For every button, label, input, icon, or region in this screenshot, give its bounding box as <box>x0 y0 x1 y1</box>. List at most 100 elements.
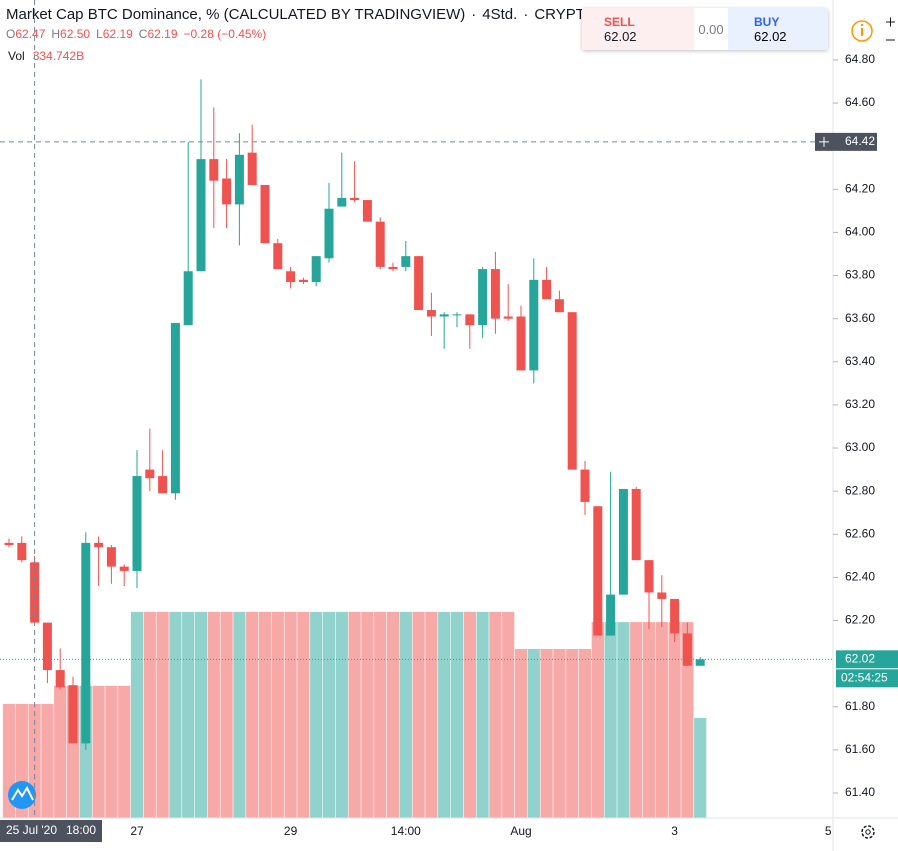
volume-bar <box>386 611 400 818</box>
y-tick-label: 64.00 <box>845 225 875 239</box>
candle-body <box>170 322 180 494</box>
sell-button[interactable]: SELL 62.02 <box>582 8 694 50</box>
y-tick-label: 64.20 <box>845 181 875 195</box>
volume-bar <box>92 685 105 818</box>
volume-bar <box>463 611 476 818</box>
countdown: 02:54:25 <box>841 670 888 684</box>
volume-bar <box>348 611 361 818</box>
candle-body <box>350 197 360 201</box>
candle-body <box>375 221 385 267</box>
volume-bar <box>233 611 246 818</box>
chart-title: Market Cap BTC Dominance, % (CALCULATED … <box>6 6 627 23</box>
volume-bar <box>578 649 592 818</box>
volume-bar <box>194 611 208 818</box>
settings-icon-center <box>865 829 871 835</box>
ohlc-key: O <box>6 27 15 41</box>
candle-body <box>631 488 641 561</box>
volume-bar <box>105 685 118 818</box>
ohlc-value: 62.19 <box>103 27 133 41</box>
info-icon-dot <box>860 23 864 27</box>
candle-body <box>439 314 449 317</box>
candle-body <box>158 476 168 494</box>
candle-body <box>644 560 654 593</box>
candle-body <box>606 594 616 636</box>
crosshair-time: 18:00 <box>66 823 96 837</box>
volume-name: Vol <box>8 49 25 63</box>
candle-body <box>106 547 116 567</box>
candle-body <box>682 633 692 666</box>
candle-body <box>618 488 628 595</box>
candle-body <box>30 562 40 623</box>
y-tick-label: 64.80 <box>845 52 875 66</box>
ohlc-change: −0.28 (−0.45%) <box>184 27 267 41</box>
candle-body <box>490 269 500 319</box>
candle-body <box>414 256 424 311</box>
candle-body <box>324 208 334 259</box>
spread: 0.00 <box>698 22 724 37</box>
candle-layer <box>4 79 705 750</box>
volume-bar <box>450 611 464 818</box>
volume-bar <box>361 611 374 818</box>
x-tick-label: 14:00 <box>391 824 421 838</box>
candle-body <box>554 299 564 313</box>
ohlc-key: H <box>51 27 60 41</box>
candle-body <box>670 598 680 634</box>
ohlc-value: 62.50 <box>60 27 90 41</box>
volume-bar <box>207 611 220 818</box>
volume-header: Vol 334.742B <box>8 49 84 63</box>
candle-body <box>362 200 372 222</box>
x-tick-label: 27 <box>130 824 144 838</box>
x-tick-label: Aug <box>510 824 531 838</box>
candle-body <box>94 542 104 548</box>
candle-body <box>222 178 232 205</box>
candle-body <box>42 622 52 671</box>
volume-bar <box>169 611 182 818</box>
candle-body <box>68 685 78 744</box>
volume-bar <box>502 611 515 818</box>
y-tick-label: 63.80 <box>845 268 875 282</box>
volume-bar <box>258 611 272 818</box>
buy-button[interactable]: BUY 62.02 <box>728 8 828 50</box>
volume-bar <box>322 611 336 818</box>
volume-bar <box>41 703 54 818</box>
y-tick-label: 62.80 <box>845 483 875 497</box>
candle-body <box>529 279 539 371</box>
ohlc-key: C <box>139 27 148 41</box>
ohlc-value: 62.47 <box>15 27 45 41</box>
candle-body <box>580 469 590 502</box>
candle-body <box>260 184 270 244</box>
volume-bar <box>617 622 630 818</box>
candle-body <box>567 312 577 470</box>
volume-bar <box>130 611 144 818</box>
volume-bar <box>438 611 451 818</box>
volume-bar <box>156 611 169 818</box>
crosshair-date: 25 Jul '20 <box>6 823 57 837</box>
y-tick-label: 61.60 <box>845 742 875 756</box>
candle-body <box>247 152 257 185</box>
candle-body <box>273 243 283 270</box>
candle-body <box>234 154 244 205</box>
volume-bar <box>642 622 656 818</box>
last-price-label: 62.02 <box>845 651 875 665</box>
y-tick-label: 61.40 <box>845 785 875 799</box>
volume-bar <box>655 622 668 818</box>
candle-body <box>311 256 321 283</box>
sell-price: 62.02 <box>604 29 637 44</box>
buy-label: BUY <box>754 15 780 29</box>
y-tick-label: 62.20 <box>845 613 875 627</box>
title-text: Market Cap BTC Dominance, % (CALCULATED … <box>6 6 465 23</box>
info-icon[interactable] <box>851 20 873 42</box>
y-tick-label: 64.60 <box>845 95 875 109</box>
crosshair-price-box <box>815 132 877 151</box>
volume-bar <box>566 649 579 818</box>
separator: · <box>523 6 528 23</box>
volume-bar <box>220 611 233 818</box>
candle-body <box>119 566 129 571</box>
volume-bar <box>425 611 438 818</box>
settings-icon[interactable] <box>861 825 875 839</box>
candle-body <box>337 197 347 207</box>
volume-bar <box>284 611 297 818</box>
candle-body <box>209 159 219 181</box>
